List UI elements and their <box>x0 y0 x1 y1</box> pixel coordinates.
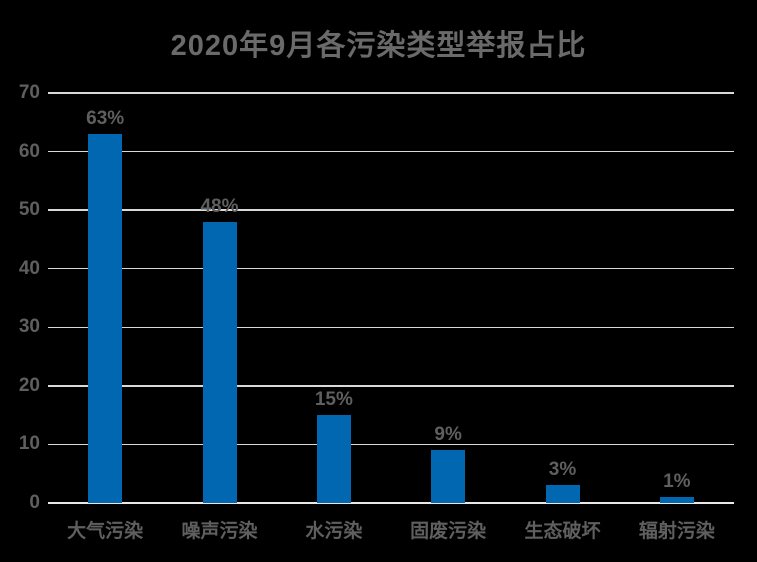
x-tick-label-水污染: 水污染 <box>305 521 363 542</box>
bar-固废污染 <box>431 450 466 503</box>
x-axis-labels: 大气污染 噪声污染 水污染 固废污染 生态破坏 辐射污染 <box>48 512 734 548</box>
gridline-40 <box>48 267 734 270</box>
bar-大气污染 <box>88 134 123 503</box>
x-tick-label-噪声污染: 噪声污染 <box>181 521 258 542</box>
bar-水污染 <box>316 415 351 503</box>
bar-生态破坏 <box>545 485 580 503</box>
gridline-30 <box>48 326 734 329</box>
gridline-20 <box>48 385 734 387</box>
gridline-50 <box>48 209 734 211</box>
data-label-大气污染: 63% <box>86 108 125 129</box>
y-tick-label-60: 60 <box>18 140 40 162</box>
y-axis: 0 10 20 30 40 50 60 70 <box>0 82 40 513</box>
y-tick-label-10: 10 <box>18 433 40 455</box>
y-tick-label-20: 20 <box>18 374 40 396</box>
data-label-固废污染: 9% <box>434 424 462 446</box>
x-axis-line <box>48 502 734 504</box>
x-tick-label-辐射污染: 辐射污染 <box>638 521 715 542</box>
bar-噪声污染 <box>202 221 237 503</box>
plot-area: 63% 48% 15% 9% 3% 1% <box>48 92 734 504</box>
y-tick-label-50: 50 <box>18 199 40 221</box>
x-tick-label-大气污染: 大气污染 <box>67 521 144 542</box>
chart-title: 2020年9月各污染类型举报占比 <box>170 30 587 62</box>
bar-辐射污染 <box>659 497 694 503</box>
x-tick-label-生态破坏: 生态破坏 <box>524 521 601 542</box>
y-tick-label-70: 70 <box>18 82 40 103</box>
data-label-辐射污染: 1% <box>663 471 691 493</box>
y-tick-label-30: 30 <box>18 316 40 338</box>
gridline-10 <box>48 443 734 446</box>
gridline-60 <box>48 150 734 153</box>
data-label-生态破坏: 3% <box>548 459 577 481</box>
y-tick-label-40: 40 <box>18 257 40 279</box>
x-tick-label-固废污染: 固废污染 <box>410 521 487 542</box>
gridline-70 <box>48 92 734 94</box>
data-label-噪声污染: 48% <box>200 195 239 217</box>
y-tick-label-0: 0 <box>29 492 40 513</box>
data-label-水污染: 15% <box>314 389 353 411</box>
